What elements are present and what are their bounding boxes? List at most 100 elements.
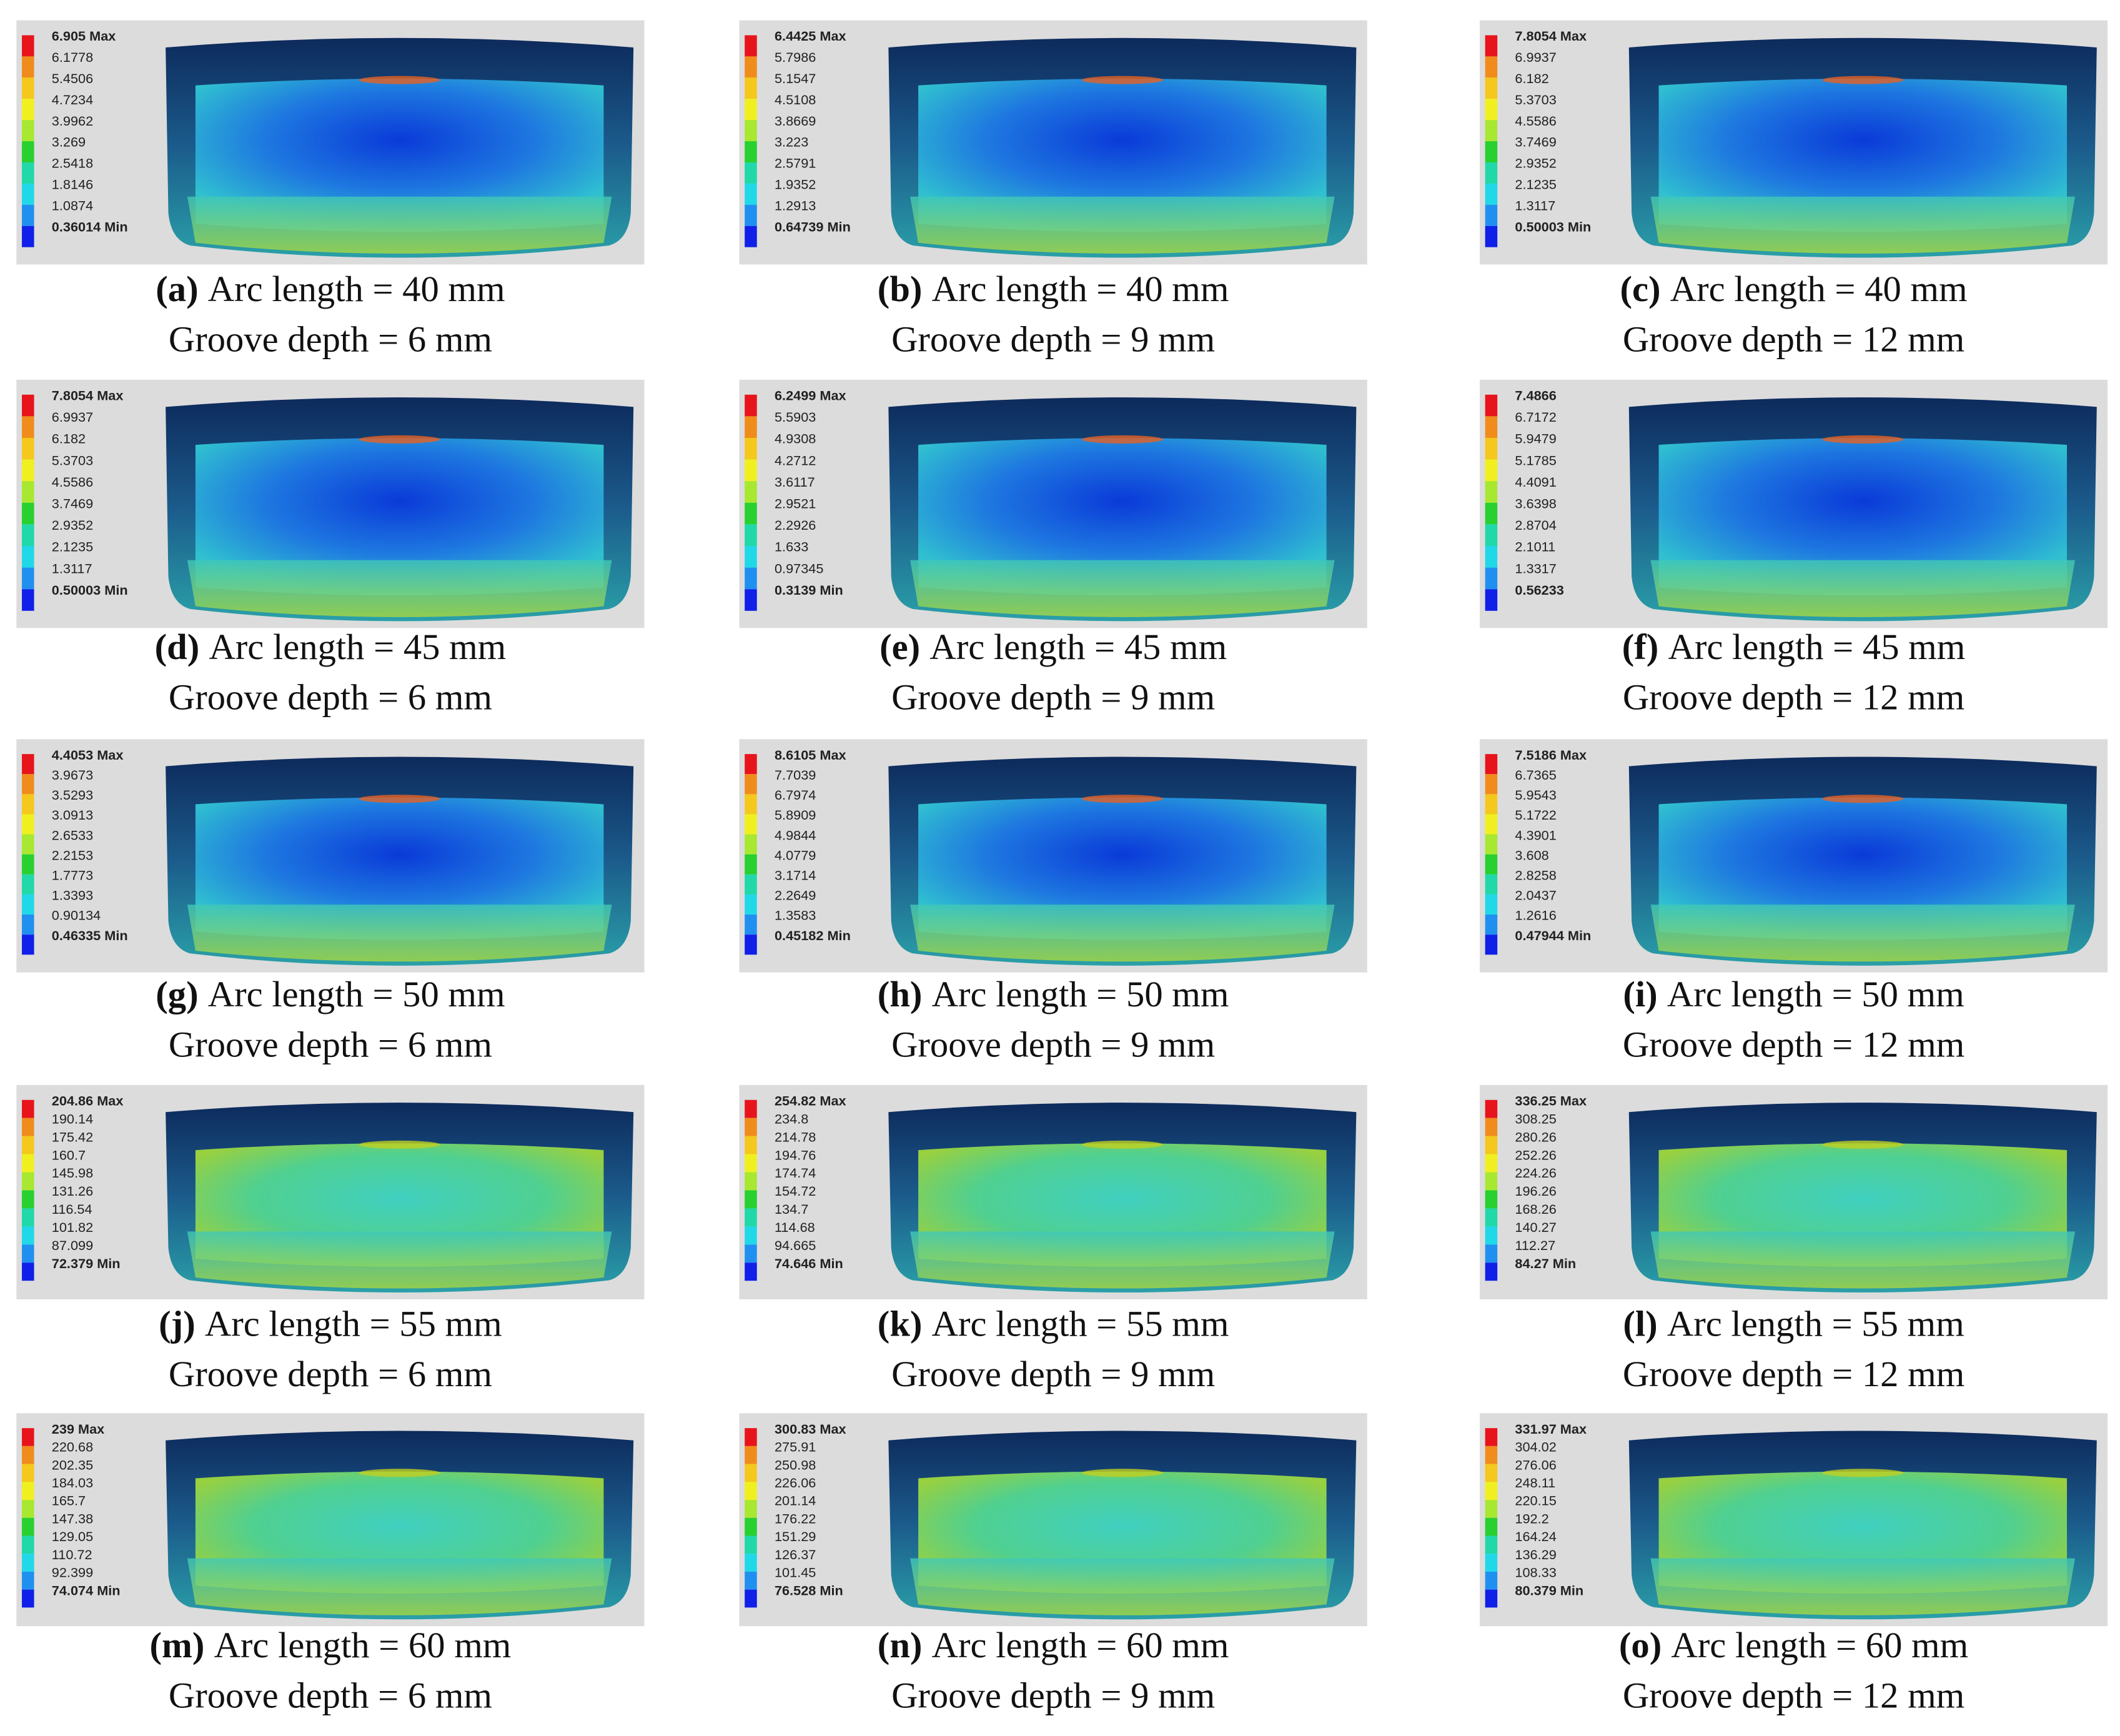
caption-line: (b) Arc length = 40 mm <box>878 269 1229 309</box>
legend-label: 3.6117 <box>775 474 815 490</box>
legend-swatch <box>745 1136 757 1154</box>
legend-swatch <box>745 1446 757 1464</box>
caption-line: (m) Arc length = 60 mm <box>150 1625 512 1665</box>
legend-swatch <box>22 1554 34 1572</box>
legend-label: 151.29 <box>775 1529 816 1544</box>
legend-swatch <box>745 1099 757 1118</box>
legend-label: 0.64739 Min <box>775 219 851 234</box>
legend-swatch <box>1485 35 1498 57</box>
legend-swatch <box>1485 120 1498 142</box>
legend-swatch <box>22 546 34 568</box>
hot-spot <box>1081 76 1164 84</box>
legend-label: 6.7365 <box>1515 767 1556 783</box>
legend-swatch <box>22 1571 34 1590</box>
legend-label: 175.42 <box>52 1129 93 1144</box>
caption-line: (e) Arc length = 45 mm <box>879 627 1227 667</box>
legend-label: 1.2913 <box>775 198 816 214</box>
legend-label: 3.269 <box>52 134 86 150</box>
legend-swatch <box>22 1482 34 1500</box>
legend-swatch <box>745 204 757 226</box>
legend-swatch <box>1485 459 1498 482</box>
legend-label: 4.9844 <box>775 827 816 843</box>
legend-label: 114.68 <box>775 1219 815 1235</box>
arc-length: Arc length = 50 mm <box>932 974 1229 1014</box>
legend-swatch <box>22 894 34 915</box>
legend-swatch <box>745 1589 757 1608</box>
panel-label: (l) <box>1623 1304 1657 1344</box>
legend-swatch <box>745 1172 757 1191</box>
legend-label: 4.0779 <box>775 847 816 863</box>
legend-label: 239 Max <box>52 1421 104 1437</box>
legend-label: 3.7469 <box>1515 134 1556 150</box>
hot-spot <box>359 76 440 84</box>
legend-label: 6.9937 <box>52 409 93 425</box>
legend-swatch <box>1485 1190 1498 1209</box>
legend-swatch <box>1485 394 1498 417</box>
legend-label: 220.68 <box>52 1439 93 1455</box>
caption-line: (k) Arc length = 55 mm <box>878 1304 1229 1344</box>
legend-label: 1.3117 <box>52 560 92 576</box>
legend-swatch <box>1485 141 1498 162</box>
legend-label: 0.97345 <box>775 560 823 576</box>
legend-label: 6.182 <box>1515 71 1548 86</box>
base-band <box>910 560 1335 617</box>
base-band <box>1650 1558 2076 1615</box>
hot-spot <box>1822 1469 1904 1477</box>
legend-label: 6.4425 Max <box>775 28 846 44</box>
arc-length: Arc length = 40 mm <box>1670 269 1968 309</box>
panel-label: (a) <box>156 269 198 309</box>
legend-label: 108.33 <box>1515 1565 1556 1580</box>
legend-swatch <box>1485 1226 1498 1245</box>
hot-spot <box>1822 795 1904 803</box>
legend-label: 3.0913 <box>52 807 93 823</box>
legend-swatch <box>1485 1464 1498 1482</box>
legend-label: 204.86 Max <box>52 1093 124 1108</box>
legend-swatch <box>1485 204 1498 226</box>
legend-label: 147.38 <box>52 1510 93 1526</box>
legend-swatch <box>22 1446 34 1464</box>
panel: 7.8054 Max 6.9937 6.182 5.3703 4.5586 3.7469 2… <box>1479 20 2108 359</box>
legend-swatch <box>745 1154 757 1173</box>
caption-line: (f) Arc length = 45 mm <box>1622 627 1966 667</box>
panel: 336.25 Max 308.25 280.26 252.26 224.26 196.26… <box>1479 1084 2108 1394</box>
legend-swatch <box>1485 481 1498 503</box>
legend-swatch <box>1485 935 1498 955</box>
face <box>195 78 604 232</box>
legend-swatch <box>745 524 757 547</box>
panel: 8.6105 Max 7.7039 6.7974 5.8909 4.9844 4.0779… <box>739 739 1367 1064</box>
hot-spot <box>359 795 440 803</box>
legend-swatch <box>745 1482 757 1500</box>
caption-line: (l) Arc length = 55 mm <box>1623 1304 1964 1344</box>
caption-line: (j) Arc length = 55 mm <box>159 1304 502 1344</box>
groove-depth: Groove depth = 6 mm <box>169 1354 492 1394</box>
legend-label: 84.27 Min <box>1515 1256 1576 1271</box>
legend-label: 214.78 <box>775 1129 816 1144</box>
legend-swatch <box>22 437 34 460</box>
panel: 4.4053 Max 3.9673 3.5293 3.0913 2.6533 2.2153… <box>16 739 645 1064</box>
legend-label: 190.14 <box>52 1111 93 1126</box>
legend-label: 2.9521 <box>775 495 816 511</box>
arc-length: Arc length = 50 mm <box>1667 974 1964 1014</box>
legend-swatch <box>1485 1262 1498 1281</box>
legend-swatch <box>22 589 34 611</box>
panel: 6.905 Max 6.1778 5.4506 4.7234 3.9962 3.269 2.… <box>16 20 645 359</box>
hot-spot <box>1081 795 1164 803</box>
panel-label: (b) <box>878 269 923 309</box>
groove-depth: Groove depth = 6 mm <box>169 1675 492 1715</box>
base-band <box>910 905 1335 962</box>
legend-label: 4.5586 <box>1515 113 1556 129</box>
legend-swatch <box>22 1464 34 1482</box>
legend-swatch <box>745 1517 757 1536</box>
face <box>918 78 1327 232</box>
legend-label: 280.26 <box>1515 1129 1556 1144</box>
legend-label: 160.7 <box>52 1147 86 1163</box>
legend-label: 2.1235 <box>52 539 93 555</box>
legend-swatch <box>1485 1535 1498 1554</box>
legend-swatch <box>22 1535 34 1554</box>
arc-length: Arc length = 60 mm <box>214 1625 512 1665</box>
base-band <box>187 1558 612 1615</box>
legend-label: 136.29 <box>1515 1547 1556 1562</box>
legend-swatch <box>22 1099 34 1118</box>
legend-swatch <box>1485 874 1498 895</box>
